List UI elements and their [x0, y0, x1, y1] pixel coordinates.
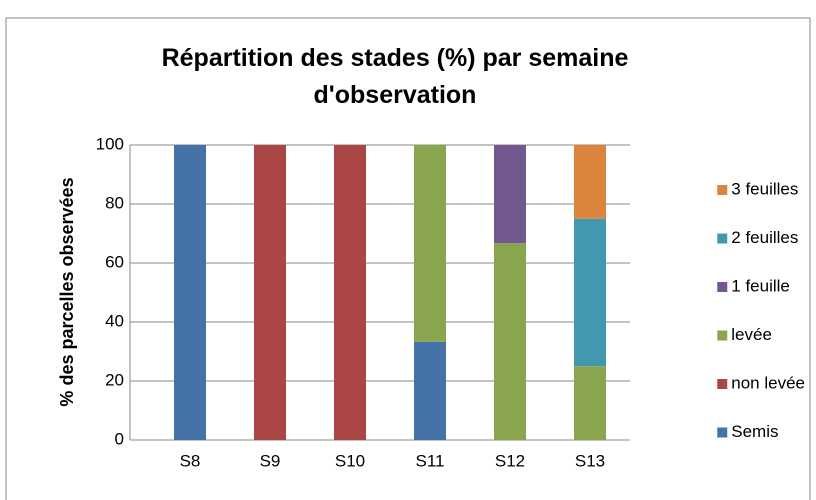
- bar-segment: [574, 145, 606, 219]
- legend-label: 1 feuille: [731, 276, 790, 295]
- y-tick-label: 60: [105, 252, 124, 271]
- x-tick-label: S10: [335, 451, 365, 470]
- legend-swatch: [717, 427, 728, 438]
- legend-swatch: [717, 185, 728, 195]
- bar-segment: [494, 145, 526, 244]
- legend-label: Semis: [731, 422, 778, 441]
- legend-label: non levée: [731, 373, 805, 392]
- y-axis-label: % des parcelles observées: [57, 177, 77, 406]
- bar-segment: [574, 366, 606, 440]
- bar-segment: [414, 341, 446, 440]
- x-tick-label: S13: [575, 451, 605, 470]
- bar-segment: [254, 145, 286, 440]
- legend-label: 2 feuilles: [731, 228, 798, 247]
- y-tick-label: 80: [105, 193, 124, 212]
- chart-title: Répartition des stades (%) par semaine d…: [161, 44, 629, 109]
- bar-segment: [494, 243, 526, 440]
- x-tick-label: S8: [180, 451, 201, 470]
- y-tick-label: 0: [115, 429, 124, 448]
- bar-segment: [574, 218, 606, 367]
- bar-segment: [414, 145, 446, 342]
- legend-label: 3 feuilles: [731, 179, 798, 198]
- legend-label: levée: [731, 325, 772, 344]
- legend-swatch: [717, 282, 728, 292]
- y-tick-label: 20: [105, 370, 124, 389]
- y-tick-label: 100: [96, 134, 124, 153]
- legend-swatch: [717, 379, 728, 389]
- legend-swatch: [717, 233, 728, 244]
- legend-swatch: [717, 330, 728, 341]
- x-tick-label: S9: [260, 451, 281, 470]
- x-tick-label: S11: [416, 451, 445, 470]
- chart-border: [5, 17, 811, 500]
- y-tick-label: 40: [105, 311, 124, 330]
- bar-segment: [334, 145, 366, 440]
- bar-segment: [174, 145, 206, 440]
- x-tick-label: S12: [495, 451, 525, 470]
